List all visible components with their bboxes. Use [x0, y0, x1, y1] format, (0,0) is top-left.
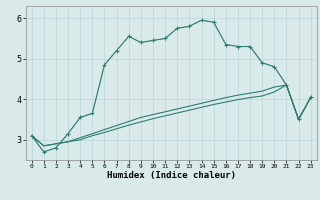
X-axis label: Humidex (Indice chaleur): Humidex (Indice chaleur): [107, 171, 236, 180]
